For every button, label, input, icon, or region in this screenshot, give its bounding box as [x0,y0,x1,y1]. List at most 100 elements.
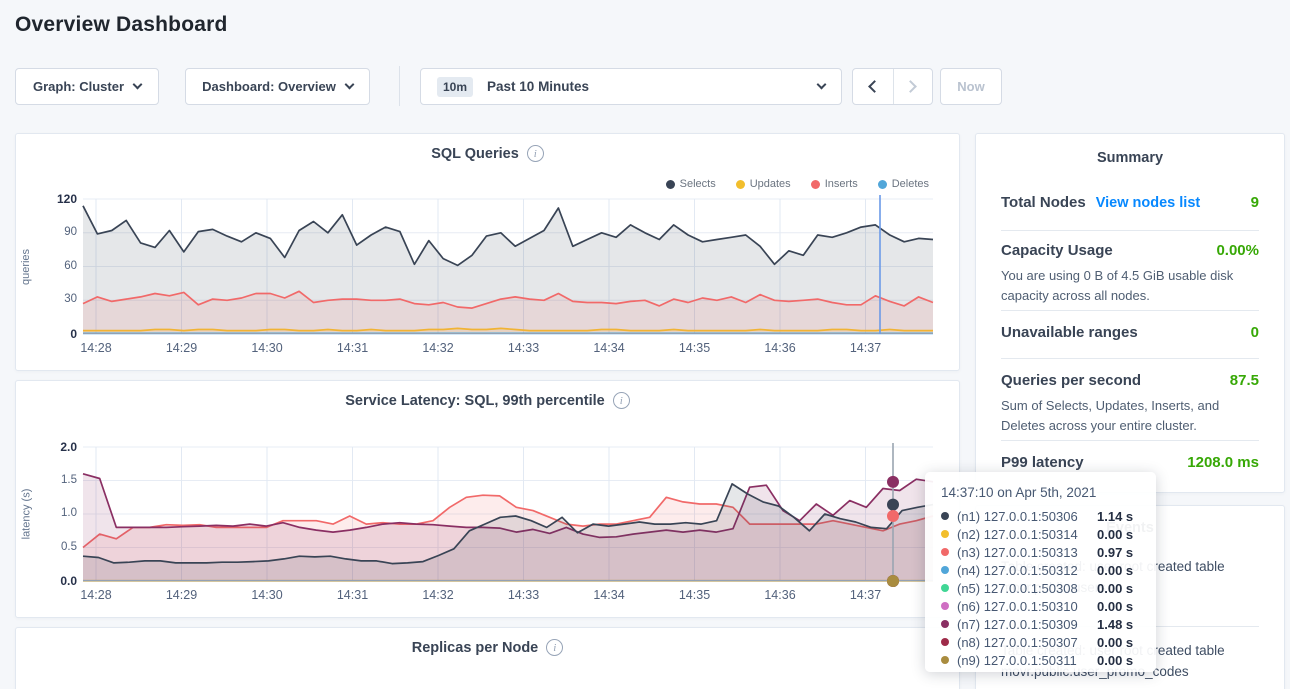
next-time-button[interactable] [893,80,933,93]
info-icon[interactable]: i [546,639,564,656]
chart-title: Replicas per Node [411,639,539,656]
tooltip-node-value: 0.00 s [1097,580,1134,596]
legend-item[interactable]: Updates [735,178,791,190]
summary-value: 9 [1250,194,1259,211]
divider [1001,440,1259,441]
prev-time-button[interactable] [853,80,893,93]
y-tick-label: 30 [64,293,77,306]
y-axis-unit: queries [20,248,33,285]
divider [1001,358,1259,359]
y-tick-label: 120 [56,192,77,206]
sql-queries-plot[interactable]: queries 0 30 60 90 120 14:28 14:29 14:30 14:31 14… [20,192,934,355]
tooltip-node-label: (n5) 127.0.0.1:50308 [957,580,1078,596]
x-tick-label: 14:34 [593,341,625,355]
chevron-right-icon [904,80,918,93]
legend-item[interactable]: Deletes [877,178,929,190]
summary-row-total-nodes: Total Nodes View nodes list 9 [1001,194,1259,211]
time-step-group [852,68,933,105]
sql-queries-panel: SQL Queries i Selects Updates Inserts De… [15,133,960,371]
tooltip-node-row: (n2) 127.0.0.1:50314 0.00 s [941,525,1140,543]
x-tick-label: 14:33 [507,341,540,355]
series-dot-icon [665,179,675,189]
tooltip-node-label: (n1) 127.0.0.1:50306 [957,508,1078,524]
series-dot-icon [941,656,949,664]
chevron-down-icon [816,79,827,90]
tooltip-node-value: 0.00 s [1097,652,1134,668]
series-dot-icon [941,638,949,646]
series-dot-icon [941,548,949,556]
chart-canvas[interactable] [82,195,934,335]
summary-value: 0 [1250,324,1259,341]
series-dot-icon [941,566,949,574]
y-tick-label: 0 [70,327,77,341]
info-icon[interactable]: i [612,392,630,409]
summary-row-capacity: Capacity Usage 0.00% [1001,242,1259,259]
x-tick-label: 14:36 [764,588,796,602]
chart-header: Service Latency: SQL, 99th percentile i [16,392,959,409]
y-axis-unit: latency (s) [20,488,32,540]
time-range-dropdown[interactable]: 10m Past 10 Minutes [420,68,842,105]
page-title: Overview Dashboard [15,13,228,36]
tooltip-node-row: (n8) 127.0.0.1:50307 0.00 s [941,633,1140,651]
summary-value: 0.00% [1216,242,1259,259]
series-dot-icon [735,179,745,189]
button-divider [893,69,894,104]
legend-item[interactable]: Selects [665,178,716,190]
x-tick-label: 14:30 [251,588,283,602]
x-tick-label: 14:30 [251,341,283,355]
chevron-left-icon [867,80,881,93]
time-range-badge: 10m [437,76,474,97]
y-tick-label: 2.0 [60,440,77,454]
summary-subtext: Sum of Selects, Updates, Inserts, and De… [1001,398,1220,433]
divider [1001,310,1259,311]
tooltip-rows: (n1) 127.0.0.1:50306 1.14 s (n2) 127.0.0… [941,507,1140,669]
chart-canvas[interactable] [82,443,934,587]
chevron-down-icon [132,79,143,90]
x-tick-label: 14:28 [80,588,112,602]
time-range-label: Past 10 Minutes [487,79,590,94]
summary-label: Queries per second [1001,372,1142,389]
tooltip-node-label: (n9) 127.0.0.1:50311 [957,652,1077,668]
divider [1001,230,1259,231]
legend-item[interactable]: Inserts [810,178,858,190]
replicas-per-node-panel: Replicas per Node i [15,627,960,689]
x-tick-label: 14:29 [165,588,198,602]
tooltip-node-label: (n4) 127.0.0.1:50312 [957,562,1078,578]
x-tick-label: 14:32 [422,341,454,355]
y-tick-label: 1.5 [61,473,77,486]
series-dot-icon [941,512,949,520]
tooltip-node-label: (n6) 127.0.0.1:50310 [957,598,1078,614]
now-button[interactable]: Now [940,68,1002,105]
tooltip-node-row: (n7) 127.0.0.1:50309 1.48 s [941,615,1140,633]
info-icon[interactable]: i [526,145,544,162]
graph-dropdown[interactable]: Graph: Cluster [15,68,159,105]
dashboard-dropdown[interactable]: Dashboard: Overview [185,68,370,105]
tooltip-node-row: (n9) 127.0.0.1:50311 0.00 s [941,651,1140,669]
view-nodes-list-link[interactable]: View nodes list [1095,195,1201,211]
tooltip-node-value: 1.48 s [1097,616,1134,632]
x-tick-label: 14:29 [165,341,198,355]
x-tick-label: 14:37 [849,341,882,355]
series-dot-icon [941,530,949,538]
tooltip-node-value: 0.00 s [1097,562,1134,578]
summary-row-qps: Queries per second 87.5 [1001,372,1259,389]
chart-title: SQL Queries [431,145,519,162]
x-tick-label: 14:28 [80,341,112,355]
x-tick-label: 14:31 [336,341,369,355]
tooltip-node-row: (n5) 127.0.0.1:50308 0.00 s [941,579,1140,597]
chart-hover-tooltip: 14:37:10 on Apr 5th, 2021 (n1) 127.0.0.1… [925,472,1156,672]
tooltip-node-value: 0.97 s [1097,544,1134,560]
tooltip-node-row: (n6) 127.0.0.1:50310 0.00 s [941,597,1140,615]
chevron-down-icon [344,79,355,90]
dashboard-dropdown-label: Dashboard: Overview [202,79,336,94]
service-latency-plot[interactable]: latency (s) 0.0 0.5 1.0 1.5 2.0 14:28 14:29 14:… [20,440,934,602]
series-dot-icon [941,584,949,592]
summary-subtext: You are using 0 B of 4.5 GiB usable disk… [1001,268,1234,303]
y-tick-label: 0.0 [60,574,77,588]
summary-panel: Summary Total Nodes View nodes list 9 Ca… [975,133,1285,493]
summary-label: Unavailable ranges [1001,324,1138,341]
series-dot-icon [877,179,887,189]
summary-row-p99-latency: P99 latency 1208.0 ms [1001,454,1259,471]
tooltip-node-label: (n8) 127.0.0.1:50307 [957,634,1078,650]
